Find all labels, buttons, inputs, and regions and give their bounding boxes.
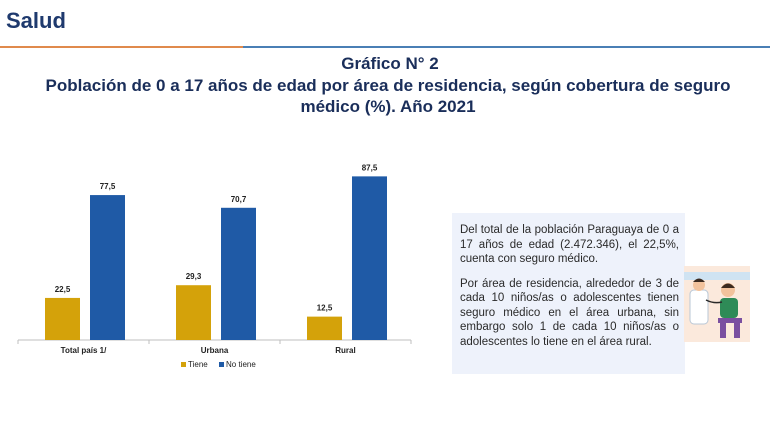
legend-label: No tiene <box>226 360 256 369</box>
bar-no-tiene <box>90 195 125 340</box>
category-label: Urbana <box>201 346 229 355</box>
legend-swatch <box>181 362 186 367</box>
data-label: 70,7 <box>231 195 247 204</box>
figure-number: Gráfico N° 2 <box>341 54 439 73</box>
info-box: Del total de la población Paraguaya de 0… <box>452 213 685 374</box>
info-paragraph-2: Por área de residencia, alrededor de 3 d… <box>460 277 679 348</box>
data-label: 87,5 <box>362 163 378 172</box>
data-label: 12,5 <box>317 304 333 313</box>
data-label: 22,5 <box>55 285 71 294</box>
bar-no-tiene <box>352 176 387 340</box>
legend-swatch <box>219 362 224 367</box>
bar-tiene <box>176 285 211 340</box>
info-paragraph-1: Del total de la población Paraguaya de 0… <box>460 224 679 265</box>
figure-title: Población de 0 a 17 años de edad por áre… <box>45 76 731 116</box>
data-label: 77,5 <box>100 182 116 191</box>
bar-no-tiene <box>221 207 256 340</box>
legend-label: Tiene <box>188 360 208 369</box>
bar-tiene <box>307 316 342 340</box>
doctor-patient-illustration <box>684 266 750 342</box>
header-rule-blue <box>243 46 770 48</box>
bar-tiene <box>45 297 80 340</box>
category-label: Total país 1/ <box>61 346 107 355</box>
data-label: 29,3 <box>186 272 202 281</box>
header-rule-orange <box>0 46 243 48</box>
section-title: Salud <box>6 8 66 33</box>
category-label: Rural <box>335 346 355 355</box>
